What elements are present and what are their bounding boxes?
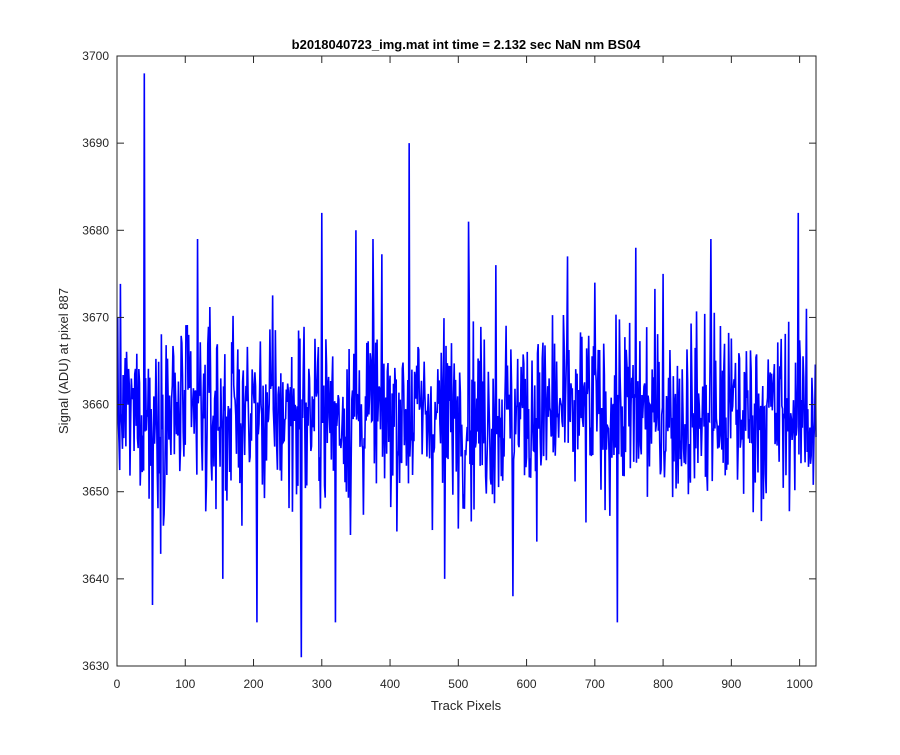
y-tick-label: 3660 <box>82 398 109 412</box>
y-tick-label: 3700 <box>82 49 109 63</box>
x-tick-label: 800 <box>653 677 673 691</box>
x-tick-label: 300 <box>312 677 332 691</box>
x-tick-label: 1000 <box>786 677 813 691</box>
x-tick-label: 200 <box>244 677 264 691</box>
x-tick-label: 500 <box>448 677 468 691</box>
ticks-layer: 0 100 200 300 400 500 600 700 800 900 1000 3630 3640… <box>82 49 816 691</box>
x-tick-label: 0 <box>114 677 121 691</box>
x-axis-label: Track Pixels <box>431 698 502 713</box>
y-tick-label: 3630 <box>82 659 109 673</box>
y-tick-label: 3680 <box>82 223 109 237</box>
y-tick-label: 3670 <box>82 310 109 324</box>
axes-box <box>116 55 817 667</box>
x-tick-label: 100 <box>175 677 195 691</box>
x-tick-label: 400 <box>380 677 400 691</box>
x-tick-label: 900 <box>721 677 741 691</box>
y-axis-label: Signal (ADU) at pixel 887 <box>56 288 71 434</box>
chart-title: b2018040723_img.mat int time = 2.132 sec… <box>292 37 641 52</box>
series-layer <box>116 73 817 658</box>
series-line <box>116 73 817 658</box>
y-tick-label: 3640 <box>82 572 109 586</box>
y-tick-label: 3690 <box>82 136 109 150</box>
x-tick-label: 600 <box>517 677 537 691</box>
x-tick-label: 700 <box>585 677 605 691</box>
y-tick-label: 3650 <box>82 485 109 499</box>
